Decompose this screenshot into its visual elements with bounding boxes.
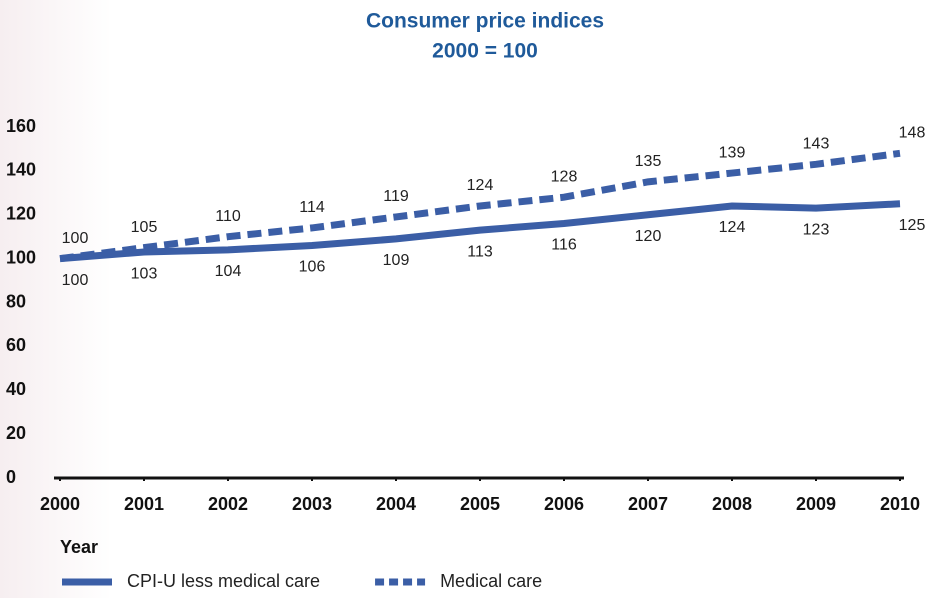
x-tick-label: 2008 [712,494,752,514]
data-label: 114 [299,199,325,216]
y-tick-label: 80 [6,291,26,311]
chart-title: Consumer price indices [366,10,604,33]
data-label: 103 [131,265,158,282]
x-tick-label: 2009 [796,494,836,514]
data-label: 100 [62,272,89,289]
data-label: 119 [383,188,409,205]
y-tick-label: 120 [6,204,36,224]
data-label: 139 [719,144,746,161]
x-axis-label: Year [60,537,98,557]
y-tick-label: 40 [6,379,26,399]
data-label: 128 [551,168,578,185]
x-tick-label: 2006 [544,494,584,514]
y-tick-label: 140 [6,160,36,180]
x-tick-label: 2003 [292,494,332,514]
chart-subtitle: 2000 = 100 [432,40,538,63]
data-label: 124 [467,177,494,194]
data-label: 109 [383,252,410,269]
legend-label: Medical care [440,571,542,591]
series-line [59,200,901,263]
data-label: 135 [635,153,662,170]
legend-label: CPI-U less medical care [127,571,320,591]
y-tick-label: 20 [6,423,26,443]
data-label: 116 [551,237,577,254]
data-label: 100 [62,230,89,247]
data-label: 104 [215,263,242,280]
data-label: 148 [899,125,926,142]
x-tick-label: 2000 [40,494,80,514]
x-tick-label: 2004 [376,494,416,514]
x-tick-label: 2001 [124,494,164,514]
x-tick-label: 2005 [460,494,500,514]
series-line [59,149,901,263]
data-label: 125 [899,217,926,234]
x-tick-label: 2007 [628,494,668,514]
y-tick-label: 60 [6,335,26,355]
data-label: 124 [719,219,746,236]
data-label: 110 [215,208,241,225]
x-tick-label: 2010 [880,494,920,514]
y-tick-label: 160 [6,116,36,136]
data-label: 113 [467,243,493,260]
data-label: 143 [803,136,830,153]
data-label: 120 [635,228,662,245]
data-label: 106 [299,259,326,276]
data-label: 123 [803,221,830,238]
data-label: 105 [131,219,158,236]
y-tick-label: 0 [6,467,16,487]
x-tick-label: 2002 [208,494,248,514]
y-tick-label: 100 [6,247,36,267]
